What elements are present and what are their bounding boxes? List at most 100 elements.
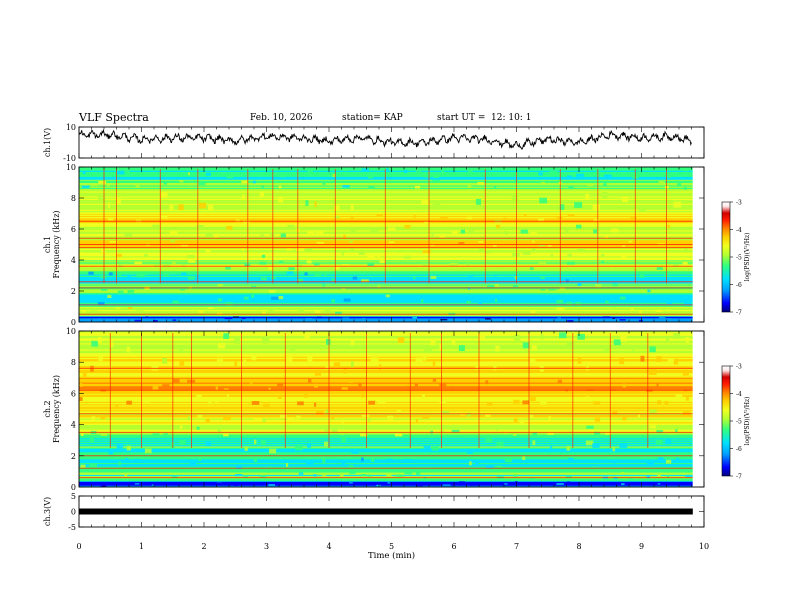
ch1-spectrogram-band-9: [79, 215, 693, 218]
ch2-spectrogram-band-5: [79, 410, 693, 412]
ch1-spectrogram-speckle: [577, 283, 582, 286]
ch1-spectrogram-band-11: [79, 186, 693, 189]
ch1-spectrogram-speckle: [567, 261, 575, 265]
ch1-spectrogram-speckle: [559, 287, 566, 290]
ch1-spectrogram-speckle: [532, 167, 537, 171]
ch2-spectrogram-speckle: [657, 474, 661, 478]
ch1-spectrogram-speckle: [612, 283, 618, 287]
colorbar-tick-label: -5: [736, 255, 742, 262]
ch2-spectrogram-speckle: [125, 458, 129, 462]
ch1-spectrogram-blank: [692, 167, 705, 322]
ch2-spectrogram-speckle: [223, 333, 230, 339]
ch2-spectrogram-band-5: [79, 419, 693, 422]
ch2-spectrogram-speckle: [485, 380, 489, 385]
ch1-spectrogram-speckle: [179, 179, 184, 183]
ch2-spectrogram-speckle: [118, 461, 121, 466]
ch1-spectrogram-speckle: [100, 249, 106, 253]
ch1-spectrogram-speckle: [655, 309, 663, 312]
ch1-spectrogram-band-12: [79, 168, 693, 170]
ch2-spectrogram-speckle: [621, 471, 625, 474]
ch1-spectrogram-speckle: [673, 264, 679, 267]
ch2-spectrogram-speckle: [592, 443, 600, 448]
ch1-spectrogram-band-11: [79, 189, 693, 191]
date-label: Feb. 10, 2026: [250, 113, 313, 123]
ch1-spectrogram-speckle: [511, 195, 519, 201]
ch1-spectrogram-speckle: [567, 320, 574, 322]
ch2-spectrogram-speckle: [316, 411, 324, 415]
ch1-spectrogram-speckle: [352, 276, 358, 280]
ch1-spectrogram-speckle: [181, 272, 187, 276]
ch1-spectrogram-speckle: [187, 255, 195, 259]
ch2-spectrogram-speckle: [196, 394, 202, 399]
ch1-spectrogram-speckle: [350, 217, 354, 220]
ch1-spectrogram-band-5: [79, 260, 693, 262]
ch2-spectrogram-speckle: [631, 345, 635, 352]
ch2-spectrogram-speckle: [314, 369, 322, 376]
ch1-spectrogram-speckle: [271, 275, 276, 279]
ch1-spectrogram-speckle: [682, 168, 689, 172]
ch2-spectrogram-speckle: [341, 431, 344, 435]
ch1-spectrogram-band-5: [79, 266, 693, 268]
ch3-waveform-trace: [79, 508, 693, 515]
ch2-spectrogram-speckle: [349, 465, 354, 470]
ch1-spectrogram-speckle: [574, 202, 583, 208]
ch1-spectrogram-speckle: [530, 267, 534, 270]
ch1-spectrogram-band-6: [79, 252, 693, 255]
ch2-spectrogram-speckle: [308, 378, 312, 383]
ch2-spectrogram-speckle: [439, 343, 442, 350]
ch2-spectrogram-speckle: [89, 437, 94, 443]
ch2-spectrogram-speckle: [439, 382, 447, 387]
ch1-spectrogram-speckle: [379, 260, 386, 264]
ch1-spectrogram-speckle: [485, 318, 491, 320]
ch2-spectrogram-speckle: [277, 395, 282, 399]
ch2-spectrogram-speckle: [558, 425, 561, 429]
ch2-spectrogram-band-9: [79, 345, 693, 348]
ch2-spectrogram-band-5: [79, 417, 693, 419]
ch2-spectrogram-band-6: [79, 400, 693, 403]
ch2-spectrogram-speckle: [223, 433, 229, 437]
ch2-spectrogram-band-8: [79, 366, 693, 368]
ch2-spectrogram-speckle: [144, 448, 152, 454]
ch1-spectrogram-speckle: [98, 181, 107, 184]
ch1-spectrogram-speckle: [658, 181, 665, 184]
ch1-spectrogram-band-12: [79, 176, 693, 179]
ch2-spectrogram-speckle: [675, 429, 678, 433]
ch1-spectrogram-band-4: [79, 272, 693, 274]
ch1-spectrogram-band-9: [79, 213, 693, 216]
ch1-spectrogram-speckle: [576, 224, 582, 229]
ch1-spectrogram-speckle: [512, 285, 518, 288]
ch2-spectrogram-speckle: [100, 415, 106, 420]
ch1-spectrogram-speckle: [208, 204, 214, 210]
ch2-spectrogram-band-8: [79, 355, 693, 358]
ch2-spectrogram-band-4: [79, 434, 693, 437]
ch2-spectrogram-speckle: [80, 464, 86, 469]
ch1-spectrogram-speckle: [421, 199, 429, 205]
ch1-spectrogram-speckle: [170, 240, 175, 243]
ch1-spectrogram-speckle: [386, 168, 389, 172]
ch2-spectrogram-speckle: [331, 429, 338, 433]
ch1-spectrogram-speckle: [197, 225, 204, 229]
ch2-spectrogram-speckle: [403, 459, 412, 463]
ch2-spectrogram-speckle: [469, 484, 477, 486]
ch2-spectrogram-band-4: [79, 435, 693, 438]
ch1-spectrogram-speckle: [430, 295, 435, 299]
ch1-spectrogram-speckle: [421, 299, 424, 303]
ch2-spectrogram-speckle: [673, 358, 679, 365]
ch2-spectrogram-speckle: [349, 482, 353, 484]
ch1-spectrogram-band-2: [79, 296, 693, 299]
colorbar-tick-label: -4: [736, 391, 742, 398]
ch1-spectrogram-band-10: [79, 192, 693, 195]
ch2-spectrogram-speckle: [514, 480, 518, 483]
ch2-spectrogram-band-6: [79, 401, 693, 404]
ch2-spectrogram-speckle: [685, 336, 690, 343]
ch1-spectrogram-band-0: [79, 317, 693, 319]
ch1-spectrogram-speckle: [619, 319, 626, 321]
ch1-spectrogram-speckle: [430, 319, 436, 321]
ch2-spectrogram-band-7: [79, 385, 693, 387]
ch2-spectrogram-band-9: [79, 348, 693, 350]
ch1-spectrogram-speckle: [100, 288, 108, 291]
ch1-spectrogram-speckle: [677, 242, 684, 244]
ch1-spectrogram-speckle: [466, 263, 470, 267]
ch2-spectrogram-speckle: [214, 398, 219, 403]
ch2-spectrogram-band-2: [79, 465, 693, 467]
